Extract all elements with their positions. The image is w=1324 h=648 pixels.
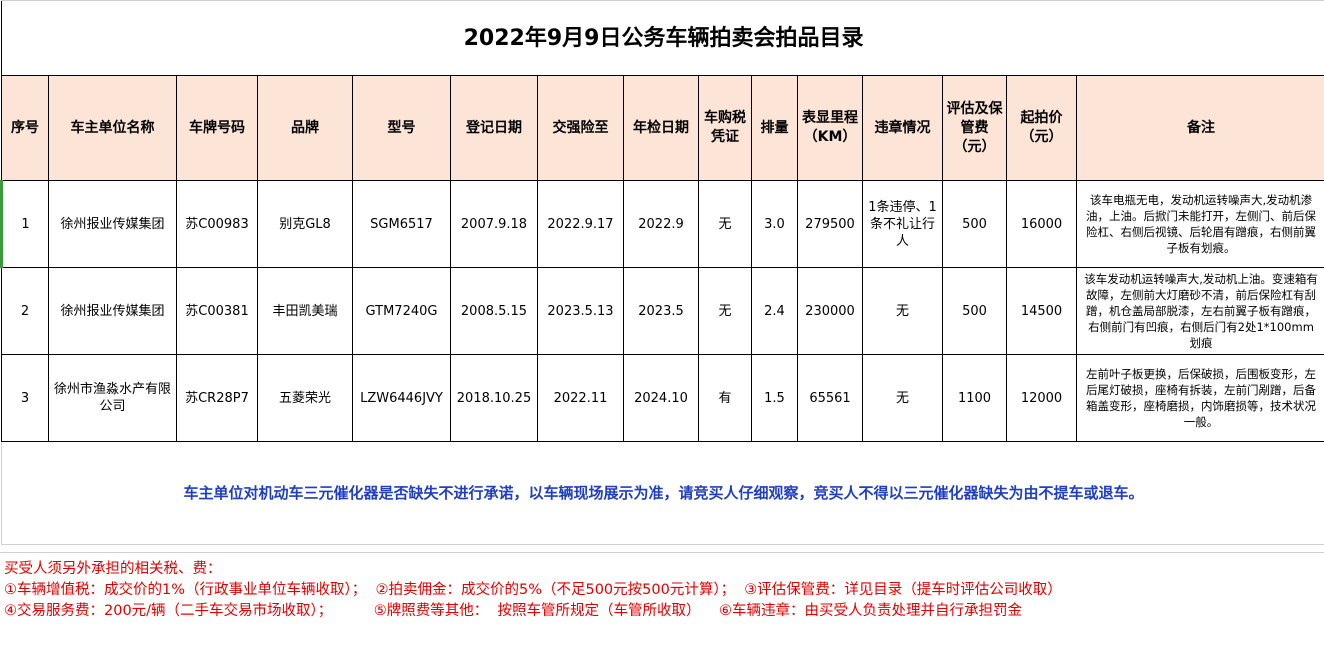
auction-table: 2022年9月9日公务车辆拍卖会拍品目录 序号 车主单位名称 车牌号码 品牌 型号 登记日… (0, 0, 1324, 545)
cell-plate[interactable]: 苏CR28P7 (176, 354, 258, 442)
cell-plate[interactable]: 苏C00381 (176, 267, 258, 355)
cell-eval-fee[interactable]: 500 (942, 267, 1007, 355)
cell-owner[interactable]: 徐州市渔淼水产有限公司 (48, 354, 177, 442)
cell-owner[interactable]: 徐州报业传媒集团 (48, 180, 177, 268)
header-brand[interactable]: 品牌 (257, 75, 353, 181)
cell-remark[interactable]: 该车电瓶无电，发动机运转噪声大,发动机渗油，上油。后掀门未能打开，左侧门、前后保… (1075, 180, 1324, 268)
table-row: 2 徐州报业传媒集团 苏C00381 丰田凯美瑞 GTM7240G 2008.5.15 20… (1, 267, 1324, 355)
table-row: 3 徐州市渔淼水产有限公司 苏CR28P7 五菱荣光 LZW6446JVY 2018.10… (1, 354, 1324, 442)
page-title[interactable]: 2022年9月9日公务车辆拍卖会拍品目录 (0, 0, 1324, 76)
cell-brand[interactable]: 五菱荣光 (257, 354, 353, 442)
header-row: 序号 车主单位名称 车牌号码 品牌 型号 登记日期 交强险至 年检日期 车购税凭证 排量 表显里程（… (1, 75, 1324, 181)
cell-start-price[interactable]: 12000 (1006, 354, 1077, 442)
cell-mileage[interactable]: 279500 (797, 180, 863, 268)
header-inspection[interactable]: 年检日期 (623, 75, 699, 181)
cell-brand[interactable]: 别克GL8 (257, 180, 353, 268)
cell-remark[interactable]: 左前叶子板更换，后保破损，后围板变形，左后尾灯破损，座椅有拆装，左前门剐蹭，后备… (1075, 354, 1324, 442)
cell-displacement[interactable]: 2.4 (751, 267, 798, 355)
cell-displacement[interactable]: 3.0 (751, 180, 798, 268)
header-plate[interactable]: 车牌号码 (176, 75, 258, 181)
fees-title[interactable]: 买受人须另外承担的相关税、费： (4, 561, 222, 577)
cell-insurance[interactable]: 2022.11 (537, 354, 624, 442)
cell-start-price[interactable]: 14500 (1006, 267, 1077, 355)
cell-model[interactable]: SGM6517 (352, 180, 451, 268)
header-tax-cert[interactable]: 车购税凭证 (698, 75, 752, 181)
cell-eval-fee[interactable]: 500 (942, 180, 1007, 268)
fees-line-1[interactable]: ①车辆增值税：成交价的1%（行政事业单位车辆收取）； ②拍卖佣金：成交价的5%（… (4, 582, 1062, 598)
cell-mileage[interactable]: 65561 (797, 354, 863, 442)
cell-violations[interactable]: 无 (862, 267, 943, 355)
header-reg-date[interactable]: 登记日期 (450, 75, 538, 181)
cell-model[interactable]: GTM7240G (352, 267, 451, 355)
cell-violations[interactable]: 无 (862, 354, 943, 442)
header-start-price[interactable]: 起拍价（元） (1006, 75, 1077, 181)
cell-eval-fee[interactable]: 1100 (942, 354, 1007, 442)
cell-tax-cert[interactable]: 无 (698, 180, 752, 268)
cell-insurance[interactable]: 2022.9.17 (537, 180, 624, 268)
header-no[interactable]: 序号 (1, 75, 49, 181)
fees-footer: 买受人须另外承担的相关税、费： ①车辆增值税：成交价的1%（行政事业单位车辆收取… (0, 552, 1324, 648)
header-insurance[interactable]: 交强险至 (537, 75, 624, 181)
cell-inspection[interactable]: 2023.5 (623, 267, 699, 355)
cell-brand[interactable]: 丰田凯美瑞 (257, 267, 353, 355)
cell-no[interactable]: 1 (0, 180, 49, 268)
cell-inspection[interactable]: 2024.10 (623, 354, 699, 442)
cell-start-price[interactable]: 16000 (1006, 180, 1077, 268)
cell-remark[interactable]: 该车发动机运转噪声大,发动机上油。变速箱有故障，左侧前大灯磨砂不清，前后保险杠有… (1075, 267, 1324, 355)
header-owner[interactable]: 车主单位名称 (48, 75, 177, 181)
header-remark[interactable]: 备注 (1075, 75, 1324, 181)
cell-no[interactable]: 2 (1, 267, 49, 355)
header-violations[interactable]: 违章情况 (862, 75, 943, 181)
fees-line-2[interactable]: ④交易服务费：200元/辆（二手车交易市场收取）； ⑤牌照费等其他： 按照车管所… (4, 603, 1022, 619)
table-row: 1 徐州报业传媒集团 苏C00983 别克GL8 SGM6517 2007.9.18 202… (0, 180, 1324, 268)
cell-displacement[interactable]: 1.5 (751, 354, 798, 442)
cell-reg-date[interactable]: 2008.5.15 (450, 267, 538, 355)
cell-reg-date[interactable]: 2018.10.25 (450, 354, 538, 442)
cell-inspection[interactable]: 2022.9 (623, 180, 699, 268)
cell-reg-date[interactable]: 2007.9.18 (450, 180, 538, 268)
cell-tax-cert[interactable]: 无 (698, 267, 752, 355)
cell-no[interactable]: 3 (1, 354, 49, 442)
cell-mileage[interactable]: 230000 (797, 267, 863, 355)
cell-violations[interactable]: 1条违停、1条不礼让行人 (862, 180, 943, 268)
header-displacement[interactable]: 排量 (751, 75, 798, 181)
cell-insurance[interactable]: 2023.5.13 (537, 267, 624, 355)
cell-owner[interactable]: 徐州报业传媒集团 (48, 267, 177, 355)
cell-tax-cert[interactable]: 有 (698, 354, 752, 442)
header-model[interactable]: 型号 (352, 75, 451, 181)
notice-text[interactable]: 车主单位对机动车三元催化器是否缺失不进行承诺，以车辆现场展示为准，请竞买人仔细观… (0, 441, 1324, 545)
header-eval-fee[interactable]: 评估及保管费（元） (942, 75, 1007, 181)
cell-plate[interactable]: 苏C00983 (176, 180, 258, 268)
cell-model[interactable]: LZW6446JVY (352, 354, 451, 442)
header-mileage[interactable]: 表显里程（KM） (797, 75, 863, 181)
